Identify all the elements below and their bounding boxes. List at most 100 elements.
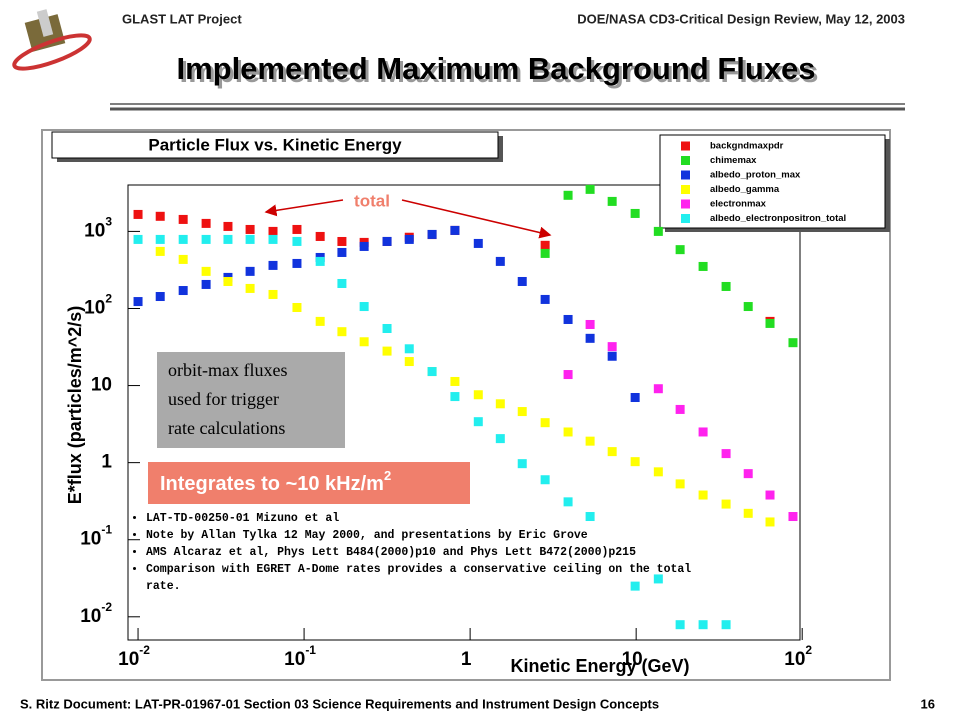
data-point [585,333,595,343]
data-point [359,337,369,347]
data-point [517,407,527,417]
data-point [337,247,347,257]
data-point [223,221,233,231]
data-point [585,436,595,446]
data-point [630,457,640,467]
data-point [133,297,143,307]
header-left: GLAST LAT Project [122,11,242,26]
title-shadow: Implemented Maximum Background Fluxes [179,54,818,89]
data-point [268,234,278,244]
legend-label: chimemax [710,155,757,166]
data-point [675,245,685,255]
title-box [51,131,499,159]
y-tick-label: 10 [91,375,112,396]
data-point [698,490,708,500]
y-tick-label-base: 10 [84,297,105,318]
data-point [563,314,573,324]
data-point [155,246,165,256]
data-point [721,281,731,291]
x-tick-label: 10-1 [284,643,316,670]
data-point [155,234,165,244]
data-point [315,316,325,326]
legend-marker [681,170,690,180]
data-point [315,231,325,241]
data-point [245,224,255,234]
slide-title: Implemented Maximum Background Fluxes [176,51,815,86]
data-point [675,479,685,489]
data-point [450,392,460,402]
x-tick-label-exponent: -1 [305,643,316,657]
data-point [630,208,640,218]
data-point [653,574,663,584]
data-point [765,517,775,527]
data-point [721,620,731,630]
x-tick-label-exponent: -2 [139,643,150,657]
data-point [698,427,708,437]
data-point [540,294,550,304]
data-point [607,342,617,352]
y-tick-label: 102 [84,292,112,319]
data-point [359,241,369,251]
data-point [404,344,414,354]
legend-label: albedo_gamma [710,184,780,195]
chart-title: Particle Flux vs. Kinetic Energy [148,135,402,154]
y-tick-label-base: 10 [80,606,101,627]
data-point [765,490,775,500]
data-point [155,211,165,221]
data-point [540,418,550,428]
x-tick-label-base: 10 [284,649,305,670]
legend-label: electronmax [710,199,767,210]
data-point [201,218,211,228]
reference: Comparison with EGRET A-Dome rates provi… [146,561,706,595]
data-point [788,512,798,522]
data-point [201,279,211,289]
data-point [473,390,483,400]
data-point [382,323,392,333]
legend-marker [681,199,690,209]
x-tick-label-base: 10 [118,649,139,670]
x-tick-label: 10-2 [118,643,150,670]
legend-marker [681,141,690,151]
header-right: DOE/NASA CD3-Critical Design Review, May… [577,11,905,26]
data-point [178,254,188,264]
data-point [765,318,775,328]
x-tick-label: 1 [461,649,472,670]
data-point [382,236,392,246]
data-point [698,620,708,630]
data-point [178,214,188,224]
data-point [404,234,414,244]
x-tick-label-exponent: 2 [805,643,812,657]
x-tick-label: 10 [622,649,643,670]
data-point [585,184,595,194]
y-tick-label-exponent: 3 [105,215,112,229]
data-point [517,459,527,469]
integrates-box [148,462,470,504]
data-point [133,234,143,244]
y-tick-label: 1 [101,452,112,473]
data-point [540,475,550,485]
data-point [517,276,527,286]
data-point [585,319,595,329]
data-point [382,346,392,356]
y-tick-label: 10-1 [80,523,112,550]
reference: LAT-TD-00250-01 Mizuno et al [146,510,706,527]
data-point [292,302,302,312]
data-point [743,508,753,518]
data-point [223,276,233,286]
y-tick-label: 103 [84,215,112,242]
note-box [157,352,345,448]
data-point [337,327,347,337]
reference: AMS Alcaraz et al, Phys Lett B484(2000)p… [146,544,706,561]
data-point [268,226,278,236]
data-point [473,417,483,427]
data-point [337,278,347,288]
data-point [721,499,731,509]
data-point [450,376,460,386]
data-point [607,447,617,457]
y-tick-label-base: 10 [84,220,105,241]
data-point [743,469,753,479]
data-point [630,581,640,591]
data-point [292,258,302,268]
